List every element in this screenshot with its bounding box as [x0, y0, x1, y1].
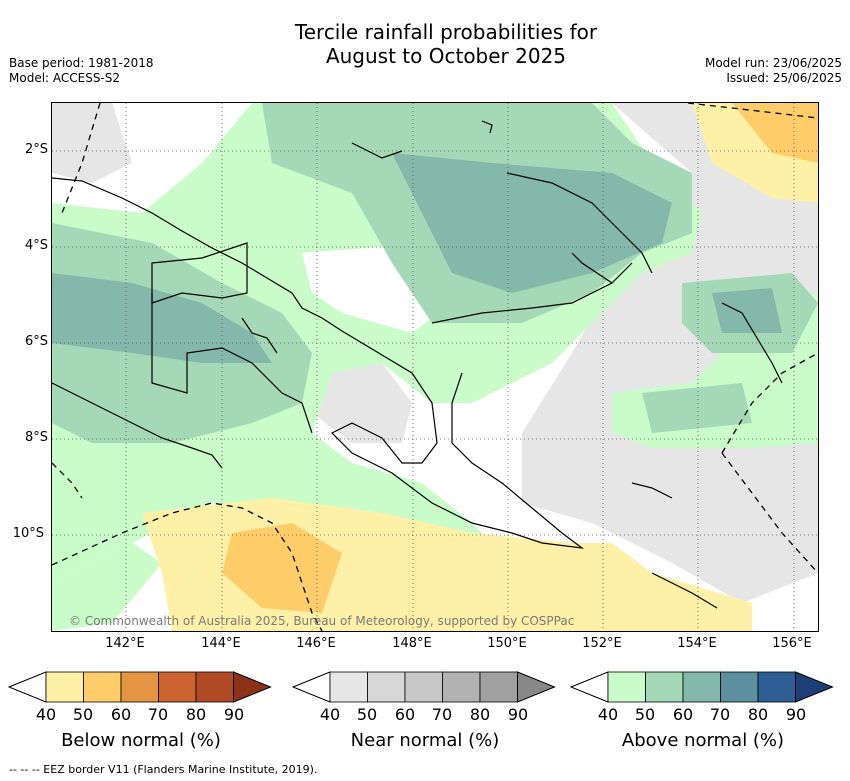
- colorbar-max-arrow: [233, 671, 272, 703]
- colorbar-max-arrow: [795, 671, 834, 703]
- lon-label-148e: 148°E: [392, 636, 432, 651]
- colorbar-label-below: Below normal (%): [61, 730, 221, 751]
- tick: 40: [597, 705, 619, 724]
- near-normal-region-center: [312, 363, 412, 443]
- below-normal-60-ne: [732, 103, 818, 163]
- colorbar-swatch: [329, 671, 368, 703]
- tick: 50: [634, 705, 656, 724]
- tick: 40: [35, 705, 57, 724]
- eez-footnote: -- -- -- EEZ border V11 (Flanders Marine…: [9, 763, 318, 776]
- tick: 70: [147, 705, 169, 724]
- colorbar-min-arrow: [8, 671, 47, 703]
- probability-map: [52, 103, 818, 631]
- colorbar-swatch: [720, 671, 759, 703]
- lon-label-150e: 150°E: [487, 636, 527, 651]
- base-period: Base period: 1981-2018: [9, 56, 154, 70]
- lon-label-144e: 144°E: [201, 636, 241, 651]
- tick: 80: [747, 705, 769, 724]
- tick: 90: [223, 705, 245, 724]
- colorbar-swatch: [195, 671, 234, 703]
- model-run: Model run: 23/06/2025: [704, 56, 842, 70]
- lon-label-142e: 142°E: [105, 636, 145, 651]
- near-normal-region-nw: [52, 103, 132, 183]
- tick: 40: [319, 705, 341, 724]
- colorbar-above-normal: [570, 671, 836, 703]
- colorbar-swatch: [158, 671, 197, 703]
- above-normal-60-north: [392, 153, 672, 293]
- tick: 90: [785, 705, 807, 724]
- tick: 60: [672, 705, 694, 724]
- meta-right: Model run: 23/06/2025 Issued: 25/06/2025: [705, 56, 842, 86]
- lat-label-10s: 10°S: [12, 526, 44, 541]
- tick: 60: [110, 705, 132, 724]
- lat-label-4s: 4°S: [24, 238, 48, 253]
- meta-left: Base period: 1981-2018 Model: ACCESS-S2: [9, 56, 154, 86]
- lon-label-156e: 156°E: [772, 636, 812, 651]
- tick: 50: [356, 705, 378, 724]
- colorbar-swatch: [757, 671, 796, 703]
- tick: 70: [709, 705, 731, 724]
- colorbar-near-normal: [292, 671, 558, 703]
- colorbar-below-normal: [8, 671, 274, 703]
- coastlines: [52, 120, 783, 609]
- colorbar-min-arrow: [570, 671, 609, 703]
- tick: 80: [469, 705, 491, 724]
- below-normal-50-south: [222, 523, 342, 613]
- colorbar-swatch: [645, 671, 684, 703]
- lon-label-152e: 152°E: [582, 636, 622, 651]
- colorbar-max-arrow: [517, 671, 556, 703]
- tick: 60: [394, 705, 416, 724]
- lat-label-6s: 6°S: [24, 334, 48, 349]
- title-line-2: August to October 2025: [325, 44, 567, 68]
- above-normal-60-west: [52, 273, 272, 363]
- tick: 80: [185, 705, 207, 724]
- above-normal-region-sw: [52, 543, 162, 631]
- tick: 90: [507, 705, 529, 724]
- lon-label-154e: 154°E: [677, 636, 717, 651]
- lon-label-146e: 146°E: [296, 636, 336, 651]
- colorbar-swatch: [367, 671, 406, 703]
- map-title: Tercile rainfall probabilities for Augus…: [0, 20, 850, 68]
- above-normal-50-southeast: [642, 383, 752, 433]
- colorbar-swatch: [682, 671, 721, 703]
- colorbar-min-arrow: [292, 671, 331, 703]
- colorbar-swatch: [607, 671, 646, 703]
- near-normal-region-east: [522, 103, 818, 603]
- tick: 70: [431, 705, 453, 724]
- colorbar-swatch: [479, 671, 518, 703]
- lat-label-8s: 8°S: [24, 430, 48, 445]
- tick: 50: [72, 705, 94, 724]
- colorbar-swatch: [120, 671, 159, 703]
- colorbar-swatch: [83, 671, 122, 703]
- colorbar-label-above: Above normal (%): [621, 730, 785, 751]
- colorbar-swatch: [442, 671, 481, 703]
- lat-label-2s: 2°S: [24, 142, 48, 157]
- map-panel: [51, 102, 819, 632]
- model-name: Model: ACCESS-S2: [9, 71, 121, 85]
- colorbar-swatch: [45, 671, 84, 703]
- colorbar-label-near: Near normal (%): [350, 730, 500, 751]
- eez-borders: [52, 103, 818, 631]
- colorbar-swatch: [404, 671, 443, 703]
- above-normal-60-east: [712, 288, 782, 333]
- title-line-1: Tercile rainfall probabilities for: [294, 20, 598, 44]
- issued-date: Issued: 25/06/2025: [726, 71, 842, 85]
- copyright-notice: © Commonwealth of Australia 2025, Bureau…: [69, 614, 575, 628]
